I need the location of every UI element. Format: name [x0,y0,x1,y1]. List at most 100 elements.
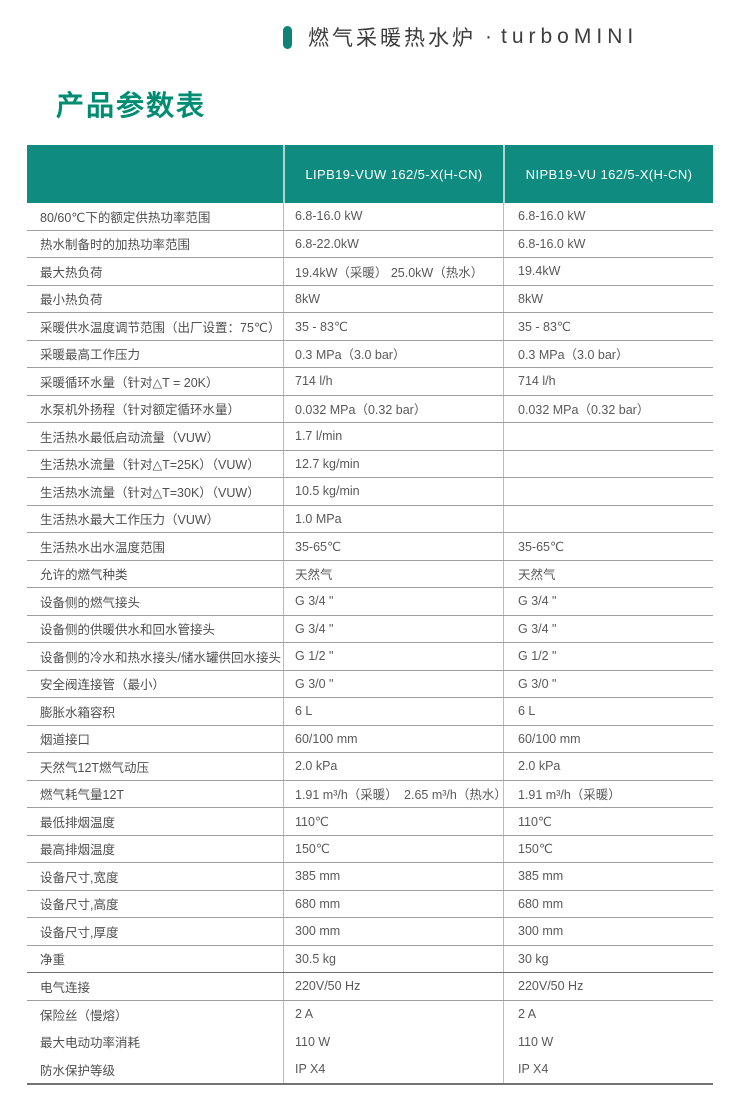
value-model-1: 天然气 [283,560,503,587]
table-row: 生活热水出水温度范围 35-65℃ 35-65℃ [27,533,713,561]
value-model-1: 680 mm [283,890,503,917]
value-model-2: 0.032 MPa（0.32 bar） [503,395,713,422]
table-row: 净重 30.5 kg 30 kg [27,945,713,973]
header-cell-model-1: LIPB19-VUW 162/5-X(H-CN) [283,145,503,203]
table-row: 烟道接口 60/100 mm 60/100 mm [27,725,713,753]
value-model-1: 8kW [283,285,503,312]
param-label: 生活热水出水温度范围 [40,540,166,555]
table-row: 生活热水流量（针对△T=30K）（VUW） 10.5 kg/min [27,478,713,506]
table-row: 保险丝（慢熔） 2 A 2 A [27,1000,713,1028]
param-label: 采暖循环水量（针对△T = 20K） [40,375,219,390]
table-row: 设备尺寸,厚度 300 mm 300 mm [27,918,713,946]
param-label: 保险丝（慢熔） [40,1008,128,1023]
product-series-label: turboMINI [501,25,639,48]
value-model-1: 0.3 MPa（3.0 bar） [283,340,503,367]
teal-bar-icon [283,25,292,49]
table-row: 设备侧的供暖供水和回水管接头 G 3/4 " G 3/4 " [27,615,713,643]
value-model-1: 1.91 m³/h（采暖） 2.65 m³/h（热水） [283,780,503,807]
value-model-2: 110℃ [503,808,713,835]
table-row: 生活热水流量（针对△T=25K）（VUW） 12.7 kg/min [27,450,713,478]
value-model-2: 8kW [503,285,713,312]
param-label: 最高排烟温度 [40,843,116,858]
param-label: 安全阀连接管（最小） [40,678,166,693]
table-row: 最大电动功率消耗 110 W 110 W [27,1028,713,1056]
table-row: 采暖最高工作压力 0.3 MPa（3.0 bar） 0.3 MPa（3.0 ba… [27,340,713,368]
table-row: 防水保护等级 IP X4 IP X4 [27,1055,713,1083]
value-model-1: 30.5 kg [283,945,503,972]
value-model-1: 714 l/h [283,368,503,395]
value-model-2: G 1/2 " [503,643,713,670]
value-model-2: IP X4 [503,1055,713,1083]
param-label: 水泵机外扬程（针对额定循环水量） [40,403,241,418]
table-row: 采暖供水温度调节范围（出厂设置：75℃） 35 - 83℃ 35 - 83℃ [27,313,713,341]
table-row: 80/60℃下的额定供热功率范围 6.8-16.0 kW 6.8-16.0 kW [27,203,713,231]
table-row: 最高排烟温度 150℃ 150℃ [27,835,713,863]
dot-separator: · [485,25,492,48]
param-label: 净重 [40,953,66,968]
value-model-1: G 1/2 " [283,643,503,670]
value-model-2 [503,478,713,505]
value-model-1: 110℃ [283,808,503,835]
table-row: 设备尺寸,高度 680 mm 680 mm [27,890,713,918]
value-model-1: 10.5 kg/min [283,478,503,505]
param-label: 设备侧的燃气接头 [40,595,141,610]
spec-table: LIPB19-VUW 162/5-X(H-CN) NIPB19-VU 162/5… [27,145,713,1085]
header-cell-empty [27,145,283,203]
value-model-1: 300 mm [283,918,503,945]
value-model-2: 60/100 mm [503,725,713,752]
table-row: 生活热水最低启动流量（VUW） 1.7 l/min [27,423,713,451]
value-model-1: 1.7 l/min [283,423,503,450]
value-model-2: 19.4kW [503,258,713,285]
table-header-row: LIPB19-VUW 162/5-X(H-CN) NIPB19-VU 162/5… [27,145,713,203]
value-model-1: 35 - 83℃ [283,313,503,340]
table-row: 采暖循环水量（针对△T = 20K） 714 l/h 714 l/h [27,368,713,396]
value-model-2: 385 mm [503,863,713,890]
table-row: 天然气12T燃气动压 2.0 kPa 2.0 kPa [27,753,713,781]
value-model-2: 35 - 83℃ [503,313,713,340]
table-row: 热水制备时的加热功率范围 6.8-22.0kW 6.8-16.0 kW [27,230,713,258]
param-label: 设备侧的冷水和热水接头/储水罐供回水接头 [40,650,281,665]
param-label: 80/60℃下的额定供热功率范围 [40,210,211,225]
param-label: 最小热负荷 [40,293,103,308]
value-model-1: G 3/0 " [283,670,503,697]
value-model-1: 19.4kW（采暖） 25.0kW（热水） [283,258,503,285]
value-model-1: 220V/50 Hz [283,973,503,1000]
param-label: 生活热水流量（针对△T=30K）（VUW） [40,485,260,500]
value-model-2: 6 L [503,698,713,725]
value-model-1: 6 L [283,698,503,725]
table-row: 水泵机外扬程（针对额定循环水量） 0.032 MPa（0.32 bar） 0.0… [27,395,713,423]
param-label: 燃气耗气量12T [40,788,125,803]
value-model-1: IP X4 [283,1055,503,1083]
value-model-2: 110 W [503,1028,713,1056]
param-label: 电气连接 [40,980,91,995]
value-model-1: G 3/4 " [283,615,503,642]
page-title: 产品参数表 [56,90,207,121]
param-label: 设备尺寸,厚度 [40,925,119,940]
table-row: 允许的燃气种类 天然气 天然气 [27,560,713,588]
table-row: 最大热负荷 19.4kW（采暖） 25.0kW（热水） 19.4kW [27,258,713,286]
value-model-1: 0.032 MPa（0.32 bar） [283,395,503,422]
value-model-2: 2 A [503,1000,713,1028]
param-label: 防水保护等级 [40,1063,116,1078]
value-model-2 [503,505,713,532]
value-model-1: 12.7 kg/min [283,450,503,477]
param-label: 采暖最高工作压力 [40,348,141,363]
param-label: 允许的燃气种类 [40,568,128,583]
value-model-2: 300 mm [503,918,713,945]
param-label: 最低排烟温度 [40,815,116,830]
value-model-1: 385 mm [283,863,503,890]
value-model-2: 35-65℃ [503,533,713,560]
param-label: 膨胀水箱容积 [40,705,116,720]
page-header: 燃气采暖热水炉 · turboMINI [283,24,638,50]
value-model-1: 6.8-16.0 kW [283,203,503,230]
param-label: 生活热水流量（针对△T=25K）（VUW） [40,458,260,473]
param-label: 设备尺寸,高度 [40,898,119,913]
value-model-1: G 3/4 " [283,588,503,615]
value-model-2: 714 l/h [503,368,713,395]
table-row: 安全阀连接管（最小） G 3/0 " G 3/0 " [27,670,713,698]
table-row: 电气连接 220V/50 Hz 220V/50 Hz [27,973,713,1001]
value-model-2: 0.3 MPa（3.0 bar） [503,340,713,367]
product-category-label: 燃气采暖热水炉 [308,27,476,50]
param-label: 采暖供水温度调节范围（出厂设置：75℃） [40,320,281,335]
table-row: 设备侧的冷水和热水接头/储水罐供回水接头 G 1/2 " G 1/2 " [27,643,713,671]
